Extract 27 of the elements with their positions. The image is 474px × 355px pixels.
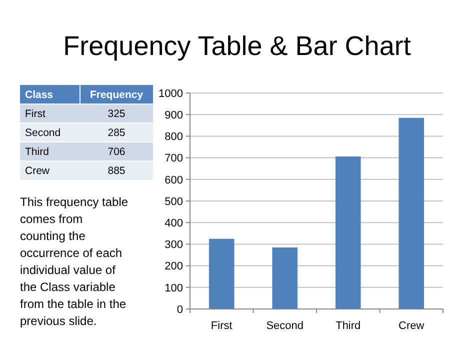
- x-tick-label: Third: [336, 320, 361, 332]
- y-tick-label: 200: [164, 260, 183, 273]
- text: Frequency: [90, 89, 144, 101]
- chart-title: Frequency Table & Bar Chart: [63, 31, 412, 61]
- y-tick-label: 900: [164, 109, 183, 122]
- y-tick-label: 500: [164, 196, 183, 208]
- category-label: Crew: [25, 165, 50, 177]
- text: 325: [108, 108, 126, 120]
- y-tick-label: 1000: [158, 88, 183, 100]
- y-tick-label: 100: [164, 282, 183, 294]
- x-tick-label: Second: [266, 320, 304, 332]
- y-tick-label: 400: [164, 217, 183, 230]
- category-label: First: [25, 108, 46, 120]
- y-tick-label: 700: [164, 152, 183, 165]
- x-tick-label: Crew: [398, 320, 424, 332]
- text: 706: [108, 146, 126, 158]
- text: Class: [25, 89, 54, 101]
- y-tick-label: 300: [164, 239, 183, 252]
- x-tick-label: First: [210, 320, 232, 332]
- y-tick-label: 0: [176, 304, 183, 316]
- text: 285: [108, 127, 126, 139]
- text: This frequency table comes from counting the occurrence of each individual value of the Class variable from the table in the previous slide.: [20, 195, 128, 328]
- category-label: Third: [25, 146, 49, 158]
- category-label: Second: [25, 127, 61, 139]
- y-tick-label: 600: [164, 174, 183, 186]
- y-tick-label: 800: [164, 131, 183, 144]
- text: 885: [108, 165, 126, 177]
